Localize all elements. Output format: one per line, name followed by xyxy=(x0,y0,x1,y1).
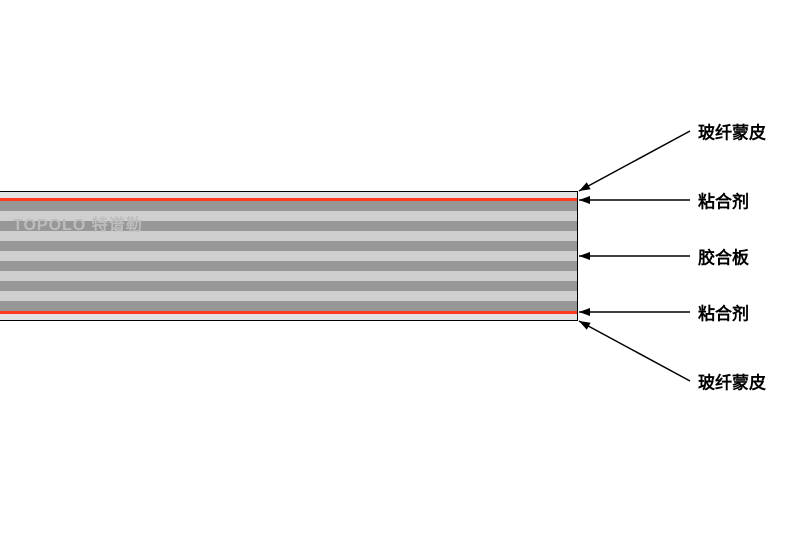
arrow-head-adh_top xyxy=(579,196,590,204)
arrow-head-adh_bot xyxy=(579,308,590,316)
panel-border-bot xyxy=(0,320,578,321)
label-skin_bot: 玻纤蒙皮 xyxy=(698,369,766,394)
layer-skin-top xyxy=(0,191,578,198)
label-skin_top: 玻纤蒙皮 xyxy=(698,119,766,144)
watermark-text: TOPOLO 特谱勒 xyxy=(13,211,143,235)
layer-ply-9 xyxy=(0,281,578,291)
layer-ply-8 xyxy=(0,271,578,281)
arrow-head-plywood xyxy=(579,252,590,260)
arrow-line-skin_top xyxy=(579,131,690,191)
layer-ply-7 xyxy=(0,261,578,271)
label-plywood: 胶合板 xyxy=(698,244,749,269)
label-adh_top: 粘合剂 xyxy=(698,188,749,213)
panel-border-end xyxy=(577,191,578,321)
layer-ply-10 xyxy=(0,291,578,301)
label-adh_bot: 粘合剂 xyxy=(698,300,749,325)
arrow-head-skin_top xyxy=(579,182,591,191)
diagram-canvas: 玻纤蒙皮粘合剂胶合板粘合剂玻纤蒙皮 TOPOLO 特谱勒 xyxy=(0,0,800,533)
layer-ply-6 xyxy=(0,251,578,261)
layer-ply-5 xyxy=(0,241,578,251)
panel-border-top xyxy=(0,191,578,192)
arrow-line-skin_bot xyxy=(579,321,690,381)
layer-ply-1 xyxy=(0,201,578,211)
layer-ply-11 xyxy=(0,301,578,311)
arrow-head-skin_bot xyxy=(579,321,591,330)
